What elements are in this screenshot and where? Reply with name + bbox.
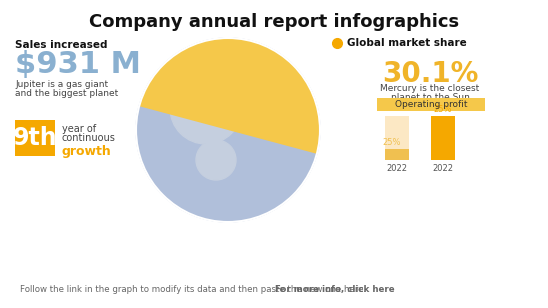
Text: 2022: 2022 — [386, 164, 408, 173]
Text: Operating profit: Operating profit — [395, 100, 467, 109]
Text: For more info, click here: For more info, click here — [275, 285, 395, 294]
Text: Company annual report infographics: Company annual report infographics — [89, 13, 459, 31]
Text: Global market share: Global market share — [347, 38, 467, 48]
Text: 25%: 25% — [382, 138, 401, 147]
FancyBboxPatch shape — [377, 98, 485, 111]
Wedge shape — [139, 38, 320, 154]
FancyBboxPatch shape — [431, 116, 455, 160]
Circle shape — [170, 72, 242, 144]
Text: 9th: 9th — [13, 126, 58, 150]
Circle shape — [136, 38, 320, 222]
FancyBboxPatch shape — [431, 116, 455, 160]
Text: 30.1%: 30.1% — [382, 60, 478, 88]
Text: and the biggest planet: and the biggest planet — [15, 89, 118, 98]
Text: year of: year of — [62, 124, 96, 134]
Text: Jupiter is a gas giant: Jupiter is a gas giant — [15, 80, 108, 89]
FancyBboxPatch shape — [385, 116, 409, 160]
Text: Sales increased: Sales increased — [15, 40, 107, 50]
Text: growth: growth — [62, 145, 112, 158]
Text: 25%: 25% — [434, 105, 452, 114]
Text: $931 M: $931 M — [15, 50, 141, 79]
Text: 2022: 2022 — [432, 164, 454, 173]
Text: Follow the link in the graph to modify its data and then paste the new one here.: Follow the link in the graph to modify i… — [20, 285, 369, 294]
Text: planet to the Sun: planet to the Sun — [391, 93, 470, 102]
Text: Mercury is the closest: Mercury is the closest — [380, 84, 480, 93]
FancyBboxPatch shape — [15, 120, 55, 156]
Circle shape — [196, 140, 236, 180]
FancyBboxPatch shape — [385, 149, 409, 160]
Text: continuous: continuous — [62, 133, 116, 143]
